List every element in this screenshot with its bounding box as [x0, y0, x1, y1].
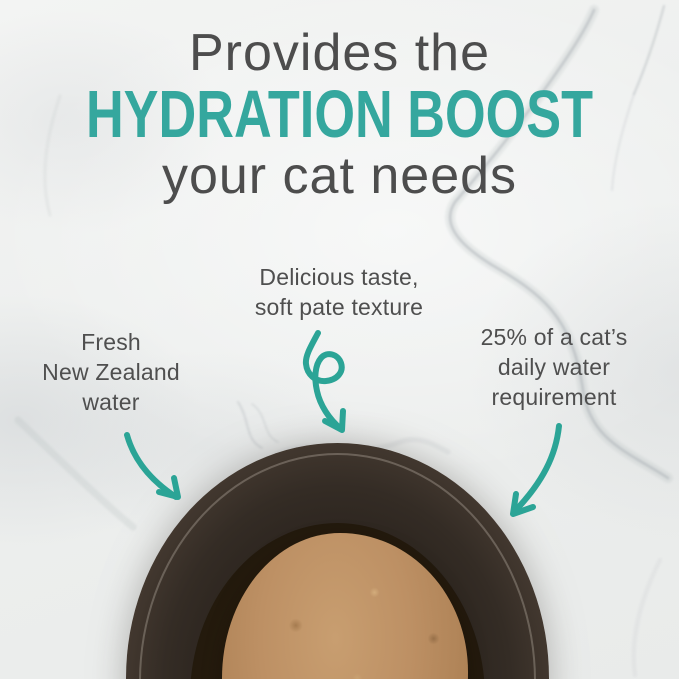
cat-food-bowl-photo [126, 443, 549, 679]
headline-line3: your cat needs [161, 147, 518, 205]
callout-requirement-line1: 25% of a cat’s [480, 324, 628, 350]
headline-line1: Provides the [188, 24, 491, 82]
callout-requirement-line3: requirement [491, 384, 617, 410]
callout-taste: Delicious taste, soft pate texture [229, 262, 449, 322]
marble-vein-corner-ext [611, 93, 635, 191]
callout-requirement-line2: daily water [497, 354, 611, 380]
marble-vein-left-edge [43, 94, 62, 217]
marble-vein-main [448, 8, 670, 480]
callout-water-line1: Fresh [81, 329, 141, 355]
marble-vein-left-streak [14, 416, 137, 531]
callout-water-line2: New Zealand [42, 359, 180, 385]
marble-vein-above-bowl-3 [251, 403, 279, 443]
callout-requirement: 25% of a cat’s daily water requirement [444, 322, 664, 412]
marble-vein-corner [633, 5, 665, 95]
callout-water: Fresh New Zealand water [21, 327, 201, 417]
marble-vein-bottom-right [631, 558, 662, 677]
callout-water-line3: water [82, 389, 140, 415]
callout-taste-line1: Delicious taste, [259, 264, 419, 290]
marble-vein-above-bowl-2 [237, 401, 263, 449]
headline-line2-accent: HYDRATION BOOST [85, 77, 594, 152]
headline: Provides the HYDRATION BOOST your cat ne… [0, 24, 679, 206]
callout-taste-line2: soft pate texture [254, 294, 424, 320]
